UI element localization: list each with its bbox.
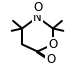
Text: O: O	[46, 53, 55, 66]
Text: O: O	[48, 38, 58, 51]
Text: N: N	[33, 11, 42, 24]
Text: O: O	[33, 1, 42, 14]
